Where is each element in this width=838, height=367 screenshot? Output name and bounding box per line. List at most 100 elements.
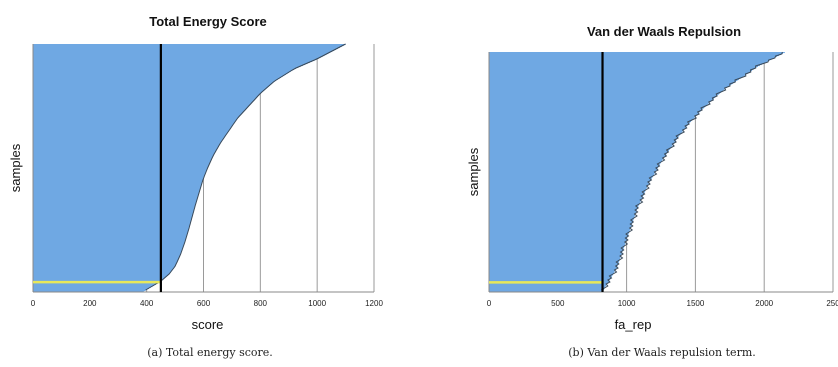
chart-a-bar <box>33 98 257 100</box>
chart-b-bar <box>489 61 768 63</box>
chart-b-bar <box>489 199 642 201</box>
chart-b-bar <box>489 272 615 274</box>
chart-a-bar <box>33 184 202 186</box>
chart-b-bar <box>489 102 710 104</box>
chart-b-bar <box>489 174 655 176</box>
chart-a-bar <box>33 109 246 111</box>
chart-b-bar <box>489 189 647 191</box>
chart-b-bar <box>489 165 660 167</box>
chart-b-bar <box>489 107 705 109</box>
chart-a-tick-label: 400 <box>140 299 154 308</box>
chart-b-bar <box>489 276 612 278</box>
chart-b-bar <box>489 171 656 173</box>
chart-a-bar <box>33 221 192 223</box>
chart-b-bar <box>489 104 708 106</box>
chart-b-bar <box>489 207 638 209</box>
chart-a-bar <box>33 121 236 123</box>
chart-b-bar <box>489 238 628 240</box>
chart-b-bar <box>489 178 652 180</box>
chart-a-bar <box>33 47 340 49</box>
chart-b-bar <box>489 103 709 105</box>
chart-a-bar <box>33 88 267 90</box>
chart-a-bar <box>33 266 176 268</box>
chart-b-bar <box>489 273 614 275</box>
chart-b-bar <box>489 244 625 246</box>
chart-a-bar <box>33 55 325 57</box>
chart-b-bar <box>489 269 616 271</box>
chart-a-bar <box>33 209 195 211</box>
chart-a-bar <box>33 277 166 279</box>
chart-b-bar <box>489 111 701 113</box>
chart-a-bar <box>33 57 321 59</box>
chart-a-bar <box>33 64 306 66</box>
chart-b-bar <box>489 132 682 134</box>
chart-a-bar <box>33 86 269 88</box>
chart-a-bar <box>33 110 246 112</box>
chart-b-bar <box>489 279 611 281</box>
chart-a-bar <box>33 91 264 93</box>
chart-b-bar <box>489 163 661 165</box>
chart-b-bar <box>489 173 655 175</box>
chart-b-bar <box>489 157 665 159</box>
chart-b-bar <box>489 194 644 196</box>
chart-b-bar <box>489 54 782 56</box>
chart-a-bar <box>33 201 197 203</box>
chart-a-bar <box>33 148 218 150</box>
chart-b-bar <box>489 190 646 192</box>
chart-a-bar <box>33 167 208 169</box>
chart-a-bar <box>33 236 187 238</box>
chart-a-bar <box>33 270 173 272</box>
chart-a-bar <box>33 278 165 280</box>
chart-a-bar <box>33 136 226 138</box>
chart-a-bar <box>33 119 237 121</box>
chart-b-bar <box>489 135 680 137</box>
chart-a-bar <box>33 145 220 147</box>
chart-b-bar <box>489 230 630 232</box>
chart-a-bar <box>33 182 203 184</box>
chart-a-bar <box>33 237 187 239</box>
chart-a-bar <box>33 215 193 217</box>
chart-a-bar <box>33 273 170 275</box>
chart-b-bar <box>489 158 664 160</box>
chart-a-bar <box>33 170 207 172</box>
chart-b-bar <box>489 88 726 90</box>
chart-b-bar <box>489 287 605 289</box>
chart-a-bar <box>33 114 242 116</box>
chart-a-bar <box>33 94 260 96</box>
chart-a-bar <box>33 191 200 193</box>
chart-a-bar <box>33 174 206 176</box>
chart-b-bar <box>489 184 649 186</box>
chart-b-bar <box>489 138 678 140</box>
chart-b-bar <box>489 113 699 115</box>
chart-b-bar <box>489 235 629 237</box>
chart-b-bar <box>489 129 685 131</box>
chart-a-bar <box>33 252 182 254</box>
chart-a-tick-label: 1200 <box>365 299 383 308</box>
chart-a-bar <box>33 81 275 83</box>
chart-b-tick-label: 1000 <box>618 299 636 308</box>
chart-b-tick-label: 0 <box>487 299 492 308</box>
chart-a-bar <box>33 134 227 136</box>
chart-b-bar <box>489 172 656 174</box>
chart-a-bar <box>33 115 241 117</box>
chart-b-bar <box>489 245 625 247</box>
chart-b-bar <box>489 266 618 268</box>
chart-a-bar <box>33 126 233 128</box>
chart-a-bar <box>33 260 178 262</box>
chart-b-bar <box>489 71 751 73</box>
chart-a-bar <box>33 122 235 124</box>
chart-b-bar <box>489 146 672 148</box>
chart-b-bar <box>489 80 738 82</box>
chart-b-bar <box>489 286 606 288</box>
chart-a-bar <box>33 222 191 224</box>
chart-a-bar <box>33 249 183 251</box>
chart-a-bar <box>33 155 214 157</box>
chart-b-bar <box>489 220 634 222</box>
chart-a-bar <box>33 234 188 236</box>
chart-a-bar <box>33 285 155 287</box>
chart-a-bar <box>33 78 280 80</box>
chart-b-bar <box>489 133 682 135</box>
chart-a-bar <box>33 149 217 151</box>
chart-a-bar <box>33 289 148 291</box>
chart-b-bar <box>489 232 630 234</box>
